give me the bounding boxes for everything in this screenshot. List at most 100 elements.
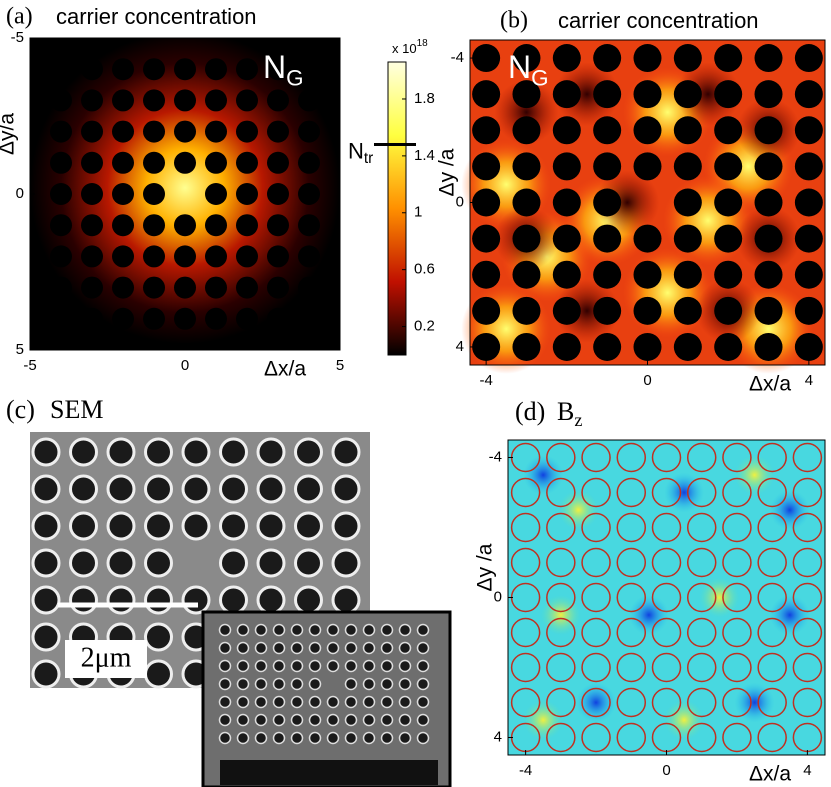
sem-inset-hole — [398, 713, 412, 727]
sem-hole — [69, 474, 98, 504]
hole-outline — [722, 722, 752, 753]
sem-inset-hole — [218, 695, 232, 709]
hole-outline — [546, 687, 576, 718]
y-tick-label: -4 — [451, 49, 464, 66]
hole-outline — [686, 442, 717, 473]
hole — [552, 260, 581, 289]
hole-outline — [792, 687, 823, 718]
sem-inset-hole — [254, 713, 268, 727]
sem-hole — [331, 437, 361, 467]
hole-outline — [581, 477, 611, 508]
hole-outline — [581, 582, 611, 613]
hole — [754, 332, 783, 361]
hole — [472, 80, 501, 109]
hole-outline — [722, 512, 752, 543]
hole — [205, 276, 227, 299]
hole — [174, 276, 196, 299]
field-low — [664, 700, 705, 740]
hole — [794, 332, 823, 361]
sem-hole — [294, 437, 323, 467]
hole — [298, 151, 320, 174]
y-tick-label: 0 — [494, 588, 502, 605]
hole — [593, 44, 622, 73]
hole — [236, 307, 258, 330]
hole — [512, 332, 541, 361]
hole — [714, 152, 743, 181]
sem-inset-hole — [398, 677, 412, 691]
hole — [236, 245, 258, 268]
hole-outline — [616, 722, 647, 753]
colorbar-tick-label: 1 — [414, 204, 422, 221]
sem-inset-hole — [362, 623, 376, 637]
y-tick-label: 4 — [456, 338, 464, 355]
sem-hole — [106, 585, 136, 615]
hole-outline — [792, 652, 823, 683]
hole — [298, 245, 320, 268]
hole — [143, 58, 165, 81]
y-tick-label: 5 — [16, 341, 24, 358]
hole — [552, 332, 581, 361]
sem-hole — [144, 474, 173, 504]
y-axis-label: Δy/a — [0, 113, 19, 155]
sem-hole — [106, 548, 136, 578]
sem-hole — [31, 548, 61, 578]
sem-hole — [256, 585, 286, 615]
hole — [143, 214, 165, 237]
sem-inset-hole — [236, 623, 250, 637]
hole-outline — [722, 687, 752, 718]
sem-inset-hole — [362, 731, 376, 745]
hole — [174, 120, 196, 143]
annotation-main: N — [508, 49, 531, 85]
hole — [512, 80, 541, 109]
hole — [754, 260, 783, 289]
panel-title: Bz — [557, 397, 582, 430]
y-tick-label: -5 — [11, 29, 24, 46]
sem-inset-hole — [380, 677, 394, 691]
annotation: NG — [508, 49, 549, 90]
hole-outline — [510, 687, 541, 718]
hole — [236, 120, 258, 143]
threshold-label: Ntr — [348, 138, 373, 167]
hole — [112, 214, 134, 237]
hole — [714, 188, 743, 217]
hole-outline — [581, 617, 611, 648]
sem-inset-hole — [290, 623, 304, 637]
hole-outline — [686, 512, 717, 543]
colorbar-tick-label: 0.2 — [414, 318, 435, 335]
hole — [754, 224, 783, 253]
sem-hole — [106, 437, 136, 467]
field-high — [523, 455, 564, 495]
hole — [205, 151, 227, 174]
hole — [794, 44, 823, 73]
sem-hole — [331, 585, 361, 615]
hole — [512, 296, 541, 325]
hole-outline — [686, 477, 717, 508]
sem-inset-hole — [344, 695, 358, 709]
hole-outline — [510, 652, 541, 683]
sem-hole — [144, 659, 173, 689]
field-high — [769, 490, 810, 530]
hole-outline — [546, 477, 576, 508]
scale-label: 2μm — [81, 642, 132, 673]
hole — [205, 214, 227, 237]
sem-hole — [256, 511, 286, 541]
scale-box — [65, 640, 147, 678]
hole-outline — [722, 547, 752, 578]
hole — [81, 151, 103, 174]
hole — [81, 58, 103, 81]
hole — [205, 245, 227, 268]
sem-hole — [69, 585, 98, 615]
hole — [673, 44, 702, 73]
sem-inset-hole — [398, 641, 412, 655]
hole — [552, 188, 581, 217]
hole-outline — [581, 512, 611, 543]
hole — [794, 80, 823, 109]
sem-inset-hole — [272, 659, 286, 673]
hole — [794, 296, 823, 325]
sem-hole — [106, 511, 136, 541]
hole — [633, 80, 662, 109]
sem-hole — [294, 511, 323, 541]
sem-inset-hole — [236, 731, 250, 745]
sem-hole — [181, 511, 211, 541]
